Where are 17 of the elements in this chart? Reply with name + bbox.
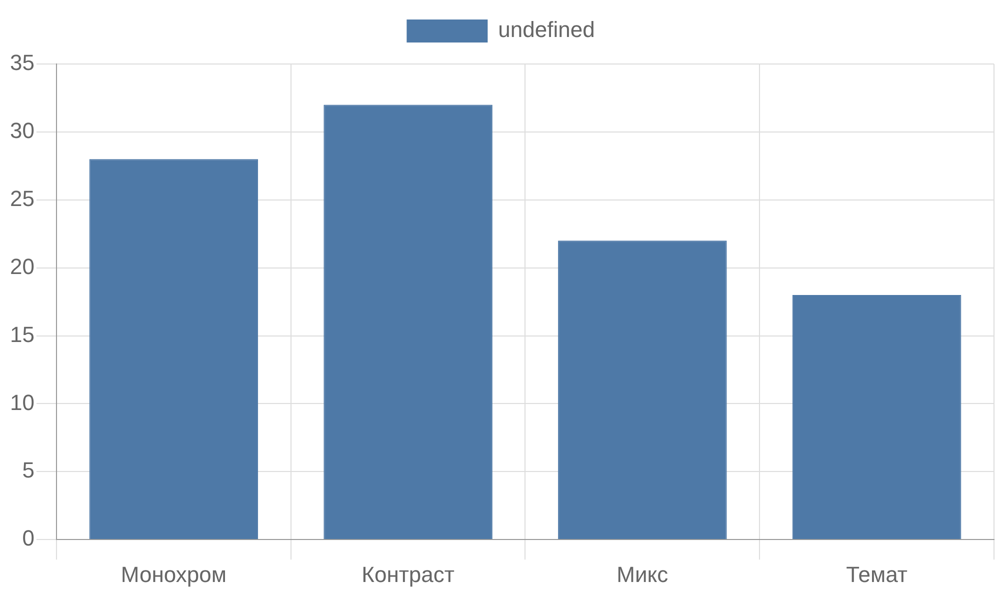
x-tick-label: Темат [846,562,908,587]
y-tick-label: 35 [10,50,34,76]
y-tick-label: 30 [10,118,34,144]
bar [324,104,492,540]
bar [89,159,258,540]
x-tick-label: Монохром [120,562,226,587]
y-tick-label: 10 [10,390,34,415]
bar [558,240,727,540]
y-tick-label: 5 [22,458,34,483]
x-tick-label: Контраст [362,562,454,587]
y-tick-label: 25 [10,186,34,211]
legend-label: undefined [498,17,595,42]
y-tick-label: 15 [10,322,34,347]
x-tick-label: Микс [616,562,668,587]
y-tick-label: 0 [22,526,34,551]
bar [792,295,962,540]
y-tick-label: 20 [10,254,34,279]
